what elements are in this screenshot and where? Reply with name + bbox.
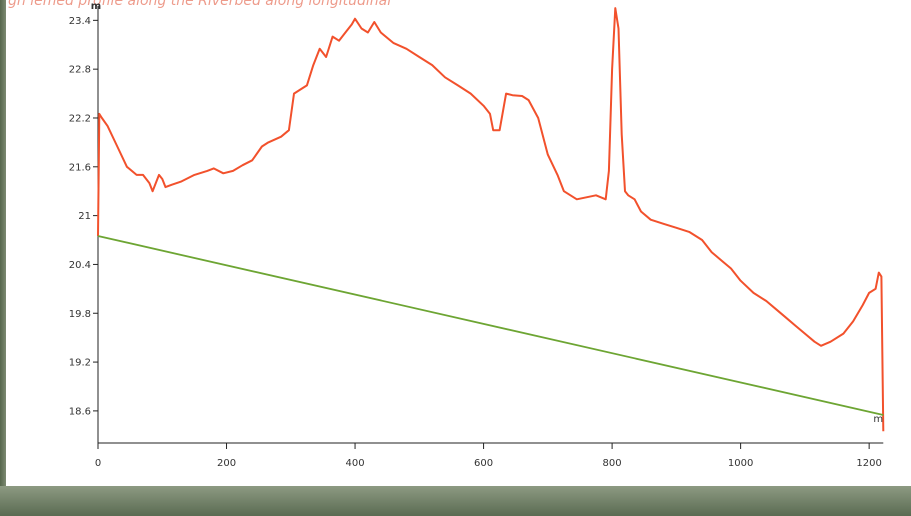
y-tick-label: 21.6 (69, 162, 91, 173)
y-tick-label: 19.8 (69, 309, 91, 320)
x-tick-label: 200 (217, 458, 236, 469)
y-tick-label: 18.6 (69, 406, 91, 417)
x-tick-label: 1200 (856, 458, 881, 469)
x-tick-label: 600 (474, 458, 493, 469)
frame-left-border (0, 0, 6, 516)
y-axis-label: m (91, 1, 101, 12)
y-tick-label: 19.2 (69, 358, 91, 369)
end-point-label: m (873, 414, 883, 425)
chart-svg: 18.6 19.2 19.8 20.4 21 21.6 22.2 22.8 23.4 0 200 40… (69, 1, 885, 469)
x-tick-label: 800 (603, 458, 622, 469)
x-tick-label: 1000 (728, 458, 753, 469)
series-line-1 (97, 235, 884, 416)
x-tick-label: 400 (346, 458, 365, 469)
y-tick-label: 20.4 (69, 260, 91, 271)
frame-bottom-border (0, 486, 911, 516)
y-tick-label: 21 (78, 211, 91, 222)
x-tick-label: 0 (95, 458, 101, 469)
y-tick-label: 23.4 (69, 16, 91, 27)
header-text: gh lemed profile along the Riverbed alon… (8, 0, 392, 9)
y-tick-label: 22.8 (69, 65, 91, 76)
series-line-0 (97, 7, 885, 432)
y-tick-label: 22.2 (69, 113, 91, 124)
plot-area: gh lemed profile along the Riverbed alon… (6, 0, 911, 486)
